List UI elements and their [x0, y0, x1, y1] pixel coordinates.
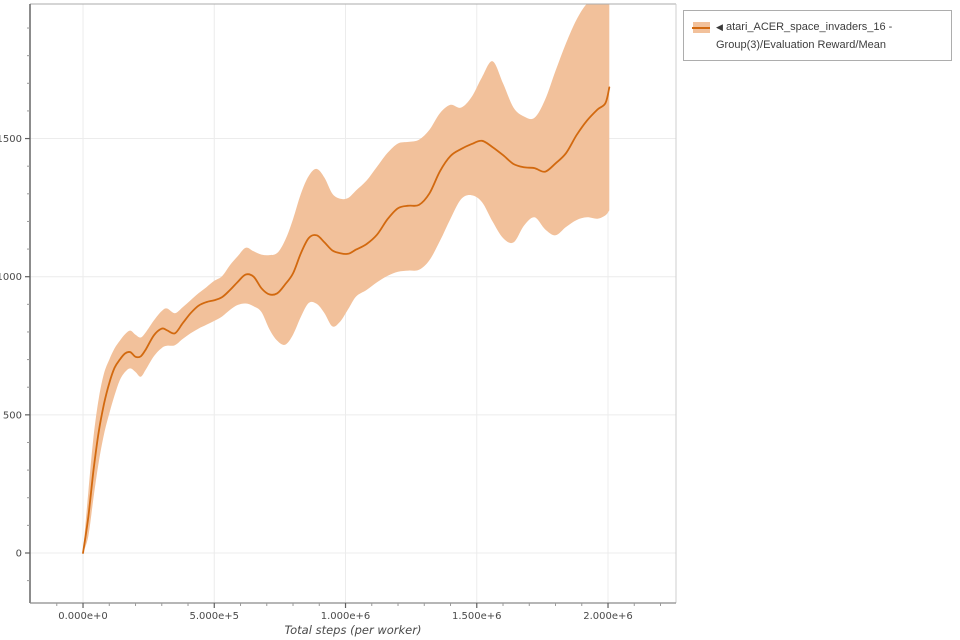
x-tick-label: 1.000e+6: [321, 611, 371, 622]
legend-line-swatch: [692, 26, 710, 29]
plot-frame: [29, 3, 677, 604]
legend-band-swatch: [692, 22, 710, 33]
y-tick-label: 1000: [0, 272, 22, 283]
y-axis: 0 500 1000 1500: [0, 27, 30, 582]
y-tick-label: 0: [16, 548, 22, 559]
y-tick-label: 500: [3, 410, 22, 421]
y-tick-label: 1500: [0, 134, 22, 145]
legend-item-reward-mean[interactable]: ◀ atari_ACER_space_invaders_16 - Group(3…: [692, 18, 942, 54]
mean-line: [82, 86, 611, 554]
x-tick-label: 5.000e+5: [190, 611, 240, 622]
x-axis-title: Total steps (per worker): [284, 623, 422, 637]
legend-label: ◀ atari_ACER_space_invaders_16 - Group(3…: [716, 18, 942, 54]
legend-box: ◀ atari_ACER_space_invaders_16 - Group(3…: [683, 10, 952, 61]
left-triangle-icon: ◀: [716, 22, 723, 32]
x-tick-label: 2.000e+6: [583, 611, 633, 622]
x-axis: 0.000e+0 5.000e+5 1.000e+6 1.500e+6 2.000e+6: [56, 603, 662, 622]
x-tick-label: 0.000e+0: [58, 611, 108, 622]
plot-area[interactable]: [30, 4, 676, 603]
legend-series-name: atari_ACER_space_invaders_16 - Group(3)/…: [716, 21, 893, 51]
x-tick-label: 1.500e+6: [452, 611, 502, 622]
